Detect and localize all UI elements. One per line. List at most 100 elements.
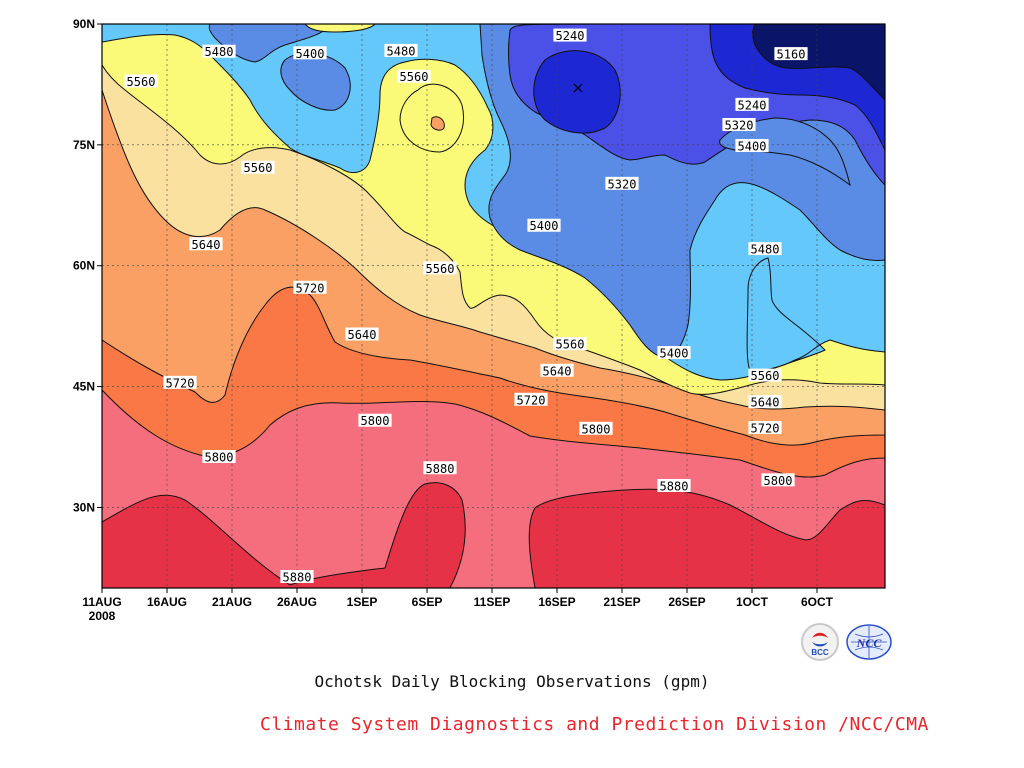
contour-label-text-20: 5640 (543, 364, 572, 378)
contour-label-text-4: 5560 (400, 70, 429, 84)
x-tick-label-8: 21SEP (603, 595, 640, 609)
contour-label-box-7 (735, 97, 769, 111)
contour-label-text-16: 5720 (296, 281, 325, 295)
contour-label-13: 5640 (189, 237, 223, 252)
grid-layer (102, 24, 885, 588)
x-tick-label-3: 26AUG (277, 595, 317, 609)
band-5560-top-patch (304, 24, 376, 33)
contour-label-text-22: 5720 (166, 376, 195, 390)
contour-label-box-29 (761, 473, 795, 487)
contour-label-box-1 (124, 74, 158, 88)
contour-label-box-11 (241, 160, 275, 174)
contour-label-2: 5400 (293, 46, 327, 61)
contour-label-box-30 (423, 461, 457, 475)
contour-label-29: 5800 (761, 473, 795, 488)
contour-label-30: 5880 (423, 461, 457, 476)
contour-label-8: 5320 (722, 118, 756, 133)
contour-label-text-15: 5480 (751, 243, 780, 257)
x-tick-label-9: 26SEP (668, 595, 705, 609)
svg-text:NCC: NCC (856, 636, 883, 650)
credit-line: Climate System Diagnostics and Predictio… (260, 714, 929, 735)
contour-label-24: 5720 (514, 392, 548, 407)
x-axis-year-label: 2008 (89, 609, 116, 623)
contour-label-box-26 (358, 413, 392, 427)
contour-label-15: 5480 (748, 242, 782, 257)
contour-label-box-4 (397, 69, 431, 83)
contour-label-text-30: 5880 (426, 462, 455, 476)
contour-label-32: 5880 (280, 570, 314, 585)
contour-label-text-1: 5560 (127, 75, 156, 89)
x-tick-label-0: 11AUG (82, 595, 121, 609)
x-tick-label-1: 16AUG (147, 595, 187, 609)
contour-label-text-19: 5400 (660, 347, 689, 361)
contour-label-1: 5560 (124, 74, 158, 89)
contour-label-text-13: 5640 (192, 238, 221, 252)
contour-label-text-2: 5400 (296, 47, 325, 61)
contour-label-box-18 (553, 337, 587, 351)
contour-label-text-23: 5640 (751, 396, 780, 410)
contour-label-box-24 (514, 392, 548, 406)
contour-label-text-25: 5720 (751, 421, 780, 435)
contour-label-box-17 (345, 327, 379, 341)
contour-label-text-0: 5480 (205, 45, 234, 59)
contour-label-text-14: 5560 (426, 262, 455, 276)
x-tick-label-6: 11SEP (474, 595, 511, 609)
contour-label-box-0 (202, 44, 236, 58)
contour-label-19: 5400 (657, 346, 691, 361)
contour-label-text-7: 5240 (738, 98, 767, 112)
band-5160 (752, 24, 885, 101)
contour-label-box-16 (293, 280, 327, 294)
y-tick-label-4: 90N (73, 17, 95, 31)
contour-label-text-6: 5160 (777, 48, 806, 62)
contour-label-text-3: 5480 (387, 44, 416, 58)
low-center-marker (573, 83, 583, 93)
x-axis: 11AUG 16AUG 21AUG 26AUG 1SEP 6SEP 11SEP 16SEP 21… (82, 588, 834, 609)
contour-label-box-31 (657, 478, 691, 492)
contour-label-text-26: 5800 (361, 414, 390, 428)
ncc-logo: NCC (845, 622, 893, 666)
contour-label-10: 5320 (605, 176, 639, 191)
contour-label-0: 5480 (202, 44, 236, 59)
band-5400-island-west (208, 24, 331, 63)
contour-label-16: 5720 (293, 280, 327, 295)
contour-label-box-13 (189, 237, 223, 251)
contour-label-28: 5800 (202, 449, 236, 464)
contour-label-box-12 (527, 218, 561, 232)
contour-label-5: 5240 (553, 28, 587, 43)
y-tick-label-0: 30N (73, 500, 95, 514)
contour-fill-layer (102, 24, 885, 588)
contour-label-box-27 (579, 421, 613, 435)
contour-label-14: 5560 (423, 261, 457, 276)
contour-label-text-29: 5800 (764, 474, 793, 488)
contour-label-text-32: 5880 (283, 571, 312, 585)
bcc-logo: BCC (800, 622, 840, 666)
contour-label-26: 5800 (358, 413, 392, 428)
contour-label-text-27: 5800 (582, 422, 611, 436)
x-tick-label-11: 6OCT (801, 595, 834, 609)
contour-label-text-12: 5400 (530, 219, 559, 233)
contour-label-text-17: 5640 (348, 328, 377, 342)
contour-label-box-23 (748, 395, 782, 409)
contour-label-21: 5560 (748, 368, 782, 383)
contour-label-box-14 (423, 261, 457, 275)
contour-label-25: 5720 (748, 420, 782, 435)
band-5640-island (430, 116, 445, 131)
contour-label-4: 5560 (397, 69, 431, 84)
contour-label-18: 5560 (553, 337, 587, 352)
contour-label-box-28 (202, 449, 236, 463)
contour-label-3: 5480 (384, 43, 418, 58)
contour-label-20: 5640 (540, 363, 574, 378)
x-tick-label-7: 16SEP (538, 595, 575, 609)
x-tick-label-4: 1SEP (347, 595, 378, 609)
contour-label-17: 5640 (345, 327, 379, 342)
contour-label-box-9 (735, 138, 769, 152)
contour-label-text-8: 5320 (725, 119, 754, 133)
x-tick-label-10: 1OCT (736, 595, 769, 609)
contour-label-box-2 (293, 46, 327, 60)
contour-label-box-8 (722, 118, 756, 132)
contour-label-text-5: 5240 (556, 29, 585, 43)
x-tick-label-2: 21AUG (212, 595, 252, 609)
x-tick-label-5: 6SEP (412, 595, 443, 609)
contour-label-text-24: 5720 (517, 393, 546, 407)
